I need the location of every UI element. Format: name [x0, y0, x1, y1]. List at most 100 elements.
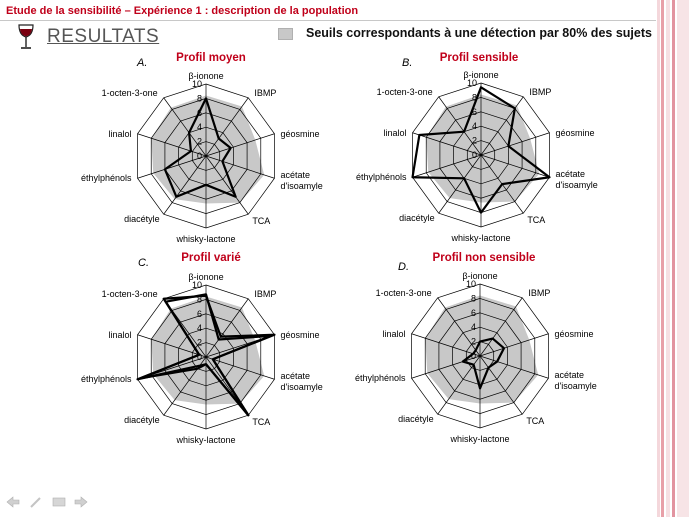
tick-label: 0 — [197, 352, 202, 362]
axis-label-line: diacétyle — [124, 415, 160, 425]
axis-label: β-ionone — [462, 271, 497, 281]
chart-title: Profil non sensible — [433, 252, 536, 264]
axis-spoke — [438, 154, 482, 214]
tick-label: 8 — [472, 92, 477, 102]
axis-label: IBMP — [254, 289, 276, 299]
axis-label: whisky-lactone — [449, 434, 509, 444]
axis-label: diacétyle — [399, 213, 435, 223]
axis-label-line: β-ionone — [188, 71, 223, 81]
axis-label-line: acétate — [280, 371, 310, 381]
axis-spoke — [163, 155, 207, 215]
tick-label: 6 — [197, 309, 202, 319]
axis-spoke — [438, 96, 482, 156]
axis-spoke — [137, 334, 207, 358]
section-title: RESULTATS — [47, 26, 160, 47]
tick-label: 4 — [197, 323, 202, 333]
axis-label: β-ionone — [463, 70, 498, 80]
axis-label-line: TCA — [526, 416, 544, 426]
axis-spoke — [205, 97, 249, 157]
axis-label: diacétyle — [124, 415, 160, 425]
axis-label: acétate d'isoamyle — [280, 371, 322, 392]
axis-label-line: whisky-lactone — [450, 233, 510, 243]
right-border-stripe-1 — [657, 0, 660, 517]
axis-label: TCA — [526, 416, 544, 426]
axis-label: géosmine — [554, 329, 593, 339]
axis-spoke — [480, 132, 550, 156]
tick-label: 2 — [471, 337, 476, 347]
axis-label: TCA — [252, 216, 270, 226]
axis-label-line: whisky-lactone — [449, 434, 509, 444]
axis-label-line: géosmine — [280, 129, 319, 139]
axis-label: IBMP — [529, 87, 551, 97]
axis-label-line: linalol — [109, 330, 132, 340]
tick-label: 10 — [192, 280, 202, 290]
axis-label: whisky-lactone — [450, 233, 510, 243]
axis-label: 1-octen-3-one — [102, 88, 158, 98]
axis-label: acétate d'isoamyle — [554, 370, 596, 391]
axis-spoke — [205, 155, 275, 179]
axis-label-line: β-ionone — [462, 271, 497, 281]
axis-label: IBMP — [254, 88, 276, 98]
tick-label: 8 — [197, 294, 202, 304]
tick-label: 6 — [471, 308, 476, 318]
axis-label-line: géosmine — [555, 128, 594, 138]
tick-label: 4 — [197, 122, 202, 132]
axis-spoke — [411, 333, 481, 357]
axis-spoke — [205, 356, 275, 380]
axis-label-line: linalol — [384, 128, 407, 138]
axis-label-line: 1-octen-3-one — [102, 88, 158, 98]
pen-icon[interactable] — [29, 496, 43, 508]
axis-spoke — [412, 154, 482, 178]
panel-letter: C. — [138, 257, 149, 269]
axis-label: 1-octen-3-one — [376, 288, 432, 298]
panel-letter: B. — [402, 57, 412, 69]
axis-label-line: d'isoamyle — [555, 180, 597, 190]
tick-label: 0 — [197, 151, 202, 161]
tick-label: 10 — [466, 279, 476, 289]
right-border-stripe-3 — [666, 0, 670, 517]
axis-label: 1-octen-3-one — [102, 289, 158, 299]
axis-label: TCA — [252, 417, 270, 427]
axis-label: éthylphénols — [81, 374, 132, 384]
axis-label-line: éthylphénols — [356, 172, 407, 182]
axis-label-line: 1-octen-3-one — [377, 87, 433, 97]
legend-label: Seuils correspondants à une détection pa… — [306, 26, 652, 40]
axis-label: β-ionone — [188, 71, 223, 81]
arrow-right-icon[interactable] — [74, 496, 88, 508]
axis-spoke — [137, 133, 207, 157]
tick-label: 2 — [197, 338, 202, 348]
axis-label: linalol — [109, 129, 132, 139]
axis-label: géosmine — [280, 129, 319, 139]
panel-letter: A. — [136, 57, 147, 69]
axis-spoke — [163, 97, 207, 157]
radar-chart-3: 0 2 4 6 8 10β-ionone IBMP géosmine acétate d'isoa… — [81, 252, 323, 445]
slide-header-title: Etude de la sensibilité – Expérience 1 :… — [6, 5, 359, 17]
axis-label: éthylphénols — [355, 373, 406, 383]
legend-swatch — [278, 28, 293, 40]
axis-spoke — [137, 155, 207, 179]
axis-label-line: diacétyle — [398, 414, 434, 424]
axis-spoke — [480, 154, 550, 178]
chart-title: Profil varié — [181, 252, 240, 264]
arrow-left-icon[interactable] — [6, 496, 20, 508]
axis-label: acétate d'isoamyle — [280, 170, 322, 191]
axis-label-line: β-ionone — [463, 70, 498, 80]
axis-label: IBMP — [528, 288, 550, 298]
tick-label: 4 — [471, 322, 476, 332]
axis-spoke — [479, 333, 549, 357]
screen-icon[interactable] — [52, 496, 66, 508]
wine-glass-icon — [18, 24, 34, 49]
axis-label-line: 1-octen-3-one — [102, 289, 158, 299]
profile-line-2 — [139, 293, 273, 417]
axis-label-line: éthylphénols — [81, 374, 132, 384]
radar-chart-2: 0 2 4 6 8 10β-ionone IBMP géosmine acétate d'isoa… — [356, 52, 598, 243]
axis-label: diacétyle — [124, 214, 160, 224]
profile-line-1 — [461, 337, 506, 390]
axis-label-line: β-ionone — [188, 272, 223, 282]
axis-spoke — [479, 297, 523, 357]
axis-label: géosmine — [280, 330, 319, 340]
tick-label: 8 — [471, 293, 476, 303]
axis-label: acétate d'isoamyle — [555, 169, 597, 190]
